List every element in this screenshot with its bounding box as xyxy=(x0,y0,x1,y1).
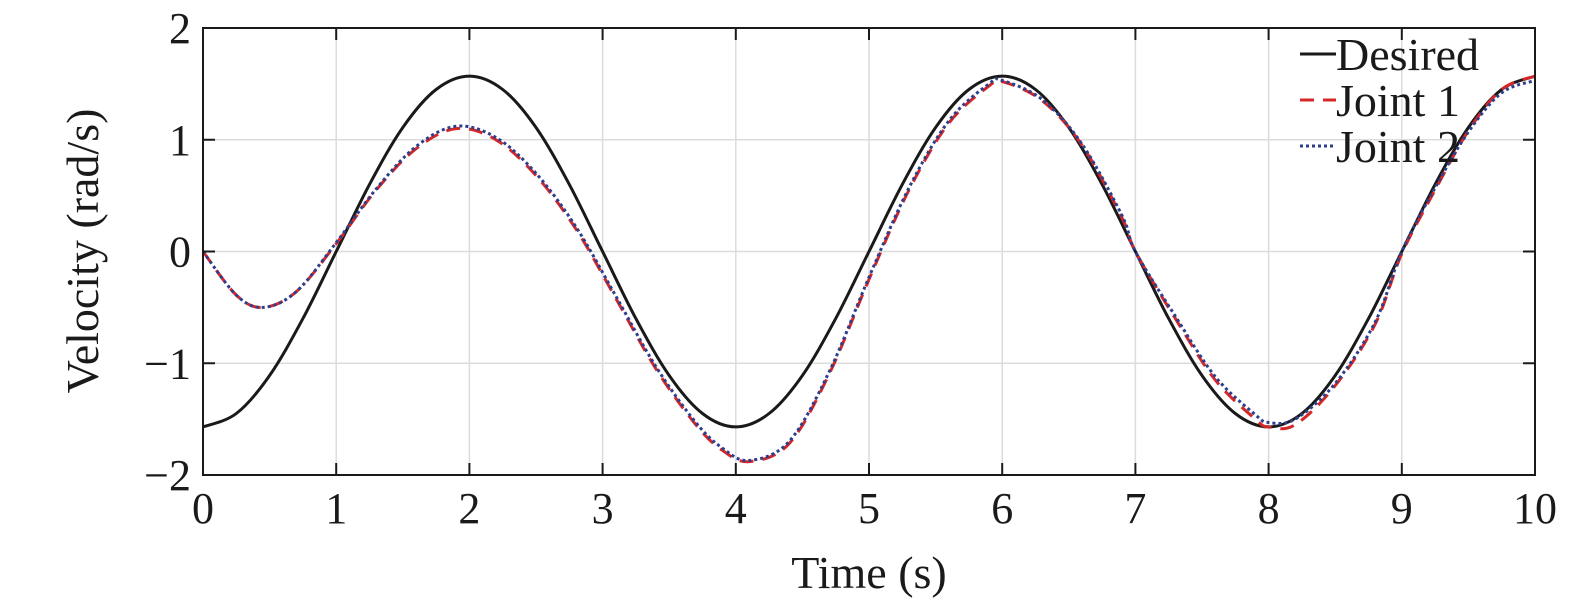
x-tick-label: 7 xyxy=(1124,484,1146,533)
series-line-desired xyxy=(202,74,1536,429)
legend-label: Desired xyxy=(1336,29,1479,80)
x-tick-label: 5 xyxy=(858,484,880,533)
series-layer xyxy=(201,74,1536,464)
y-axis-label: Velocity (rad/s) xyxy=(57,109,108,394)
x-tick-label: 9 xyxy=(1391,484,1413,533)
x-tick-label: 4 xyxy=(725,484,747,533)
y-tick-label: 2 xyxy=(169,4,191,53)
series-line-joint-2 xyxy=(201,77,1536,463)
x-tick-label: 10 xyxy=(1513,484,1557,533)
x-tick-label: 6 xyxy=(991,484,1013,533)
y-tick-label: −1 xyxy=(144,339,191,388)
legend-label: Joint 1 xyxy=(1336,75,1460,126)
x-tick-labels: 0 1 2 3 4 5 6 7 8 9 10 xyxy=(192,484,1557,533)
y-tick-label: 0 xyxy=(169,228,191,277)
x-tick-label: 0 xyxy=(192,484,214,533)
y-tick-labels: −2 −1 0 1 2 xyxy=(144,4,191,500)
legend-label: Joint 2 xyxy=(1336,121,1460,172)
y-tick-label: 1 xyxy=(169,116,191,165)
x-tick-label: 2 xyxy=(458,484,480,533)
x-axis-label: Time (s) xyxy=(791,547,947,598)
x-tick-label: 3 xyxy=(592,484,614,533)
y-tick-label: −2 xyxy=(144,451,191,500)
ticks xyxy=(202,27,1536,476)
x-tick-label: 1 xyxy=(325,484,347,533)
x-tick-label: 8 xyxy=(1258,484,1280,533)
